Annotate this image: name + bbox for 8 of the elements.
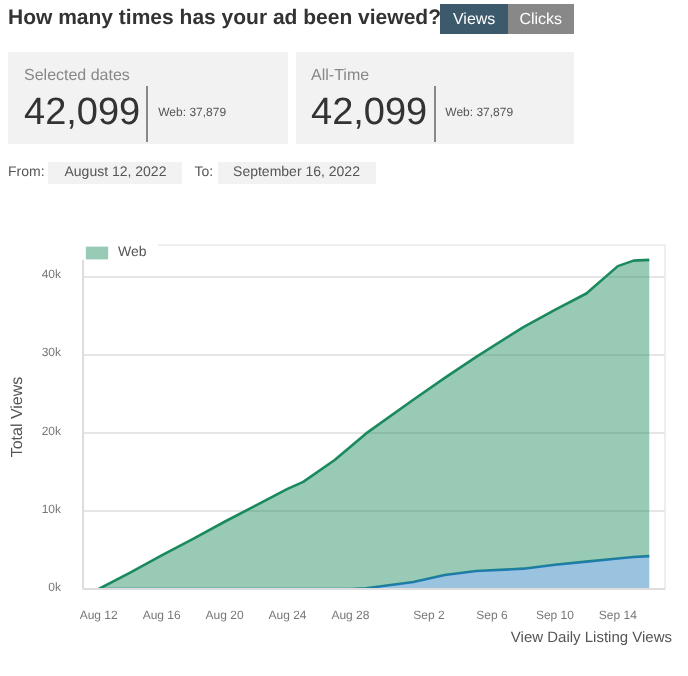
y-axis-title: Total Views: [7, 376, 26, 458]
text: Clicks: [507, 3, 575, 34]
text: All-Time: [311, 64, 372, 87]
chart-title: How many times has your ad been viewed?: [8, 4, 441, 34]
text: Views: [440, 3, 508, 34]
text: 42,099: [311, 86, 436, 142]
text: Selected dates: [24, 64, 132, 87]
text: 42,099: [24, 86, 149, 142]
